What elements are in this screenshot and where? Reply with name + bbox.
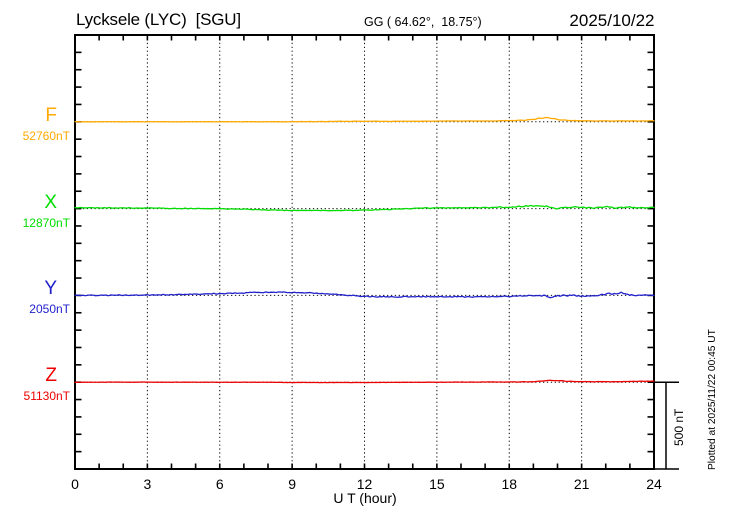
plot-frame	[74, 34, 655, 470]
trace-Z	[74, 379, 655, 384]
component-letter-X: X	[44, 191, 57, 213]
hour-label-21: 21	[573, 475, 590, 492]
hour-label-6: 6	[215, 475, 224, 492]
trace-F	[74, 116, 655, 123]
component-letter-F: F	[45, 104, 57, 126]
geographic-coordinates: GG ( 64.62°, 18.75°)	[364, 15, 482, 29]
component-baseline-value-F: 52760nT	[22, 128, 70, 143]
plot-date: 2025/10/22	[569, 11, 655, 30]
trace-Y	[74, 291, 655, 299]
hour-label-3: 3	[143, 475, 152, 492]
component-letter-Y: Y	[44, 278, 57, 300]
component-letter-Z: Z	[45, 365, 57, 387]
component-baseline-value-Y: 2050nT	[29, 302, 70, 317]
hour-label-12: 12	[356, 475, 373, 492]
hour-label-15: 15	[429, 475, 445, 492]
component-baseline-value-Z: 51130nT	[23, 389, 70, 404]
station-title: Lycksele (LYC) [SGU]	[76, 10, 241, 29]
trace-X	[74, 204, 655, 212]
hour-label-18: 18	[501, 475, 518, 492]
scale-bar-label: 500 nT	[671, 408, 686, 446]
plotted-at-note: Plotted at 2025/11/22 00:45 UT	[707, 329, 718, 470]
component-baseline-value-X: 12870nT	[22, 215, 70, 230]
hour-label-9: 9	[288, 475, 297, 492]
hour-label-0: 0	[71, 475, 79, 492]
x-axis-label: U T (hour)	[333, 490, 397, 506]
hour-label-24: 24	[646, 475, 662, 492]
